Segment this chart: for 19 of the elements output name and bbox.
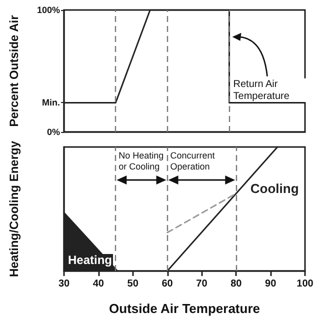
x-tick-label: 70	[196, 278, 208, 290]
x-tick-label: 40	[92, 278, 104, 290]
y-tick-label: Min.	[42, 98, 60, 108]
x-tick-label: 30	[58, 278, 70, 290]
x-tick-label: 80	[230, 278, 242, 290]
annotation: Concurrent Operation	[170, 150, 216, 172]
y-axis-title: Heating/Cooling Energy	[7, 140, 21, 278]
x-axis-title: Outside Air Temperature	[109, 301, 260, 316]
annotation: No Heating or Cooling	[118, 150, 164, 172]
y-tick-label: 100%	[36, 5, 60, 15]
x-tick-label: 100	[296, 278, 314, 290]
series-label: Heating	[68, 253, 112, 267]
y-axis-title: Percent Outside Air	[7, 14, 21, 127]
x-tick-label: 60	[162, 278, 174, 290]
y-tick-label: 0%	[46, 127, 60, 137]
annotation: Return Air Temperature	[233, 78, 290, 102]
series-label: Cooling	[250, 181, 299, 196]
x-tick-label: 90	[265, 278, 277, 290]
x-tick-label: 50	[127, 278, 139, 290]
